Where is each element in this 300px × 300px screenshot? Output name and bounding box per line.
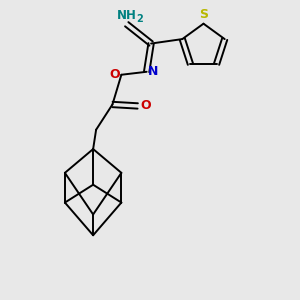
Text: 2: 2 [136, 14, 143, 24]
Text: O: O [109, 68, 120, 81]
Text: N: N [148, 65, 158, 78]
Text: NH: NH [117, 9, 137, 22]
Text: S: S [199, 8, 208, 21]
Text: O: O [140, 100, 151, 112]
